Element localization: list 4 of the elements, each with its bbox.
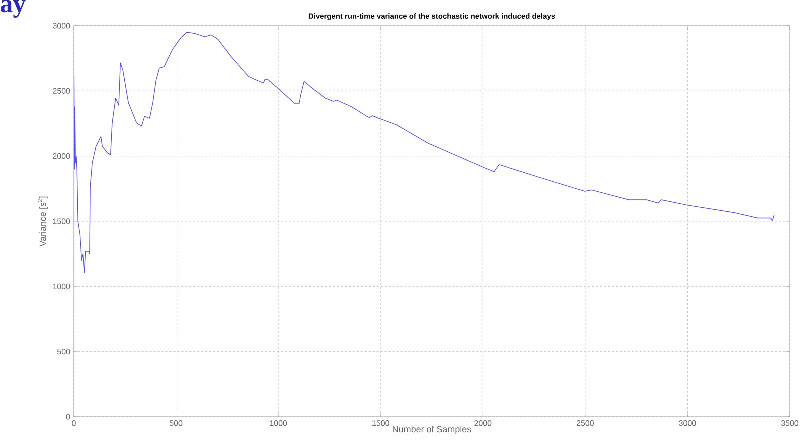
line-series [74, 32, 775, 378]
y-axis-title: Variance [s$^{2}$] [38, 196, 48, 247]
text: ay [1, 0, 26, 18]
x-axis-title: Number of Samples [393, 426, 472, 434]
